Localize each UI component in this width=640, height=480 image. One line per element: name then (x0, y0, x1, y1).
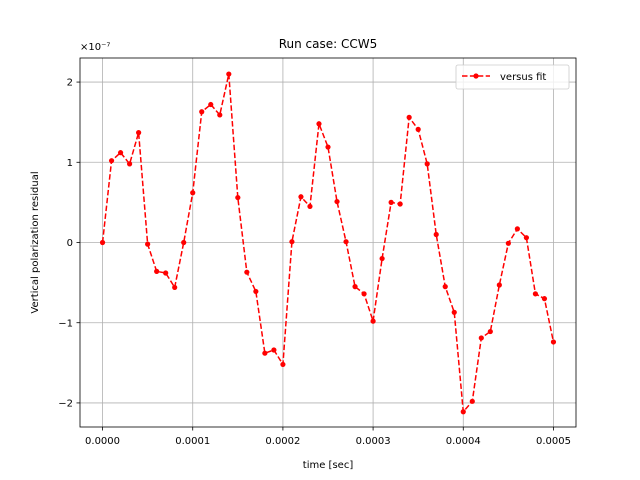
x-tick-label: 0.0000 (85, 436, 120, 447)
x-tick-label: 0.0002 (265, 436, 300, 447)
data-point (217, 112, 223, 118)
data-point (388, 199, 394, 205)
chart-title: Run case: CCW5 (279, 37, 378, 51)
y-tick-label: −1 (58, 318, 73, 329)
data-point (442, 284, 448, 290)
data-point (307, 203, 313, 210)
x-tick-label: 0.0005 (536, 436, 571, 447)
data-point (496, 282, 502, 288)
data-point (208, 101, 214, 108)
data-point (244, 269, 250, 275)
legend-box (455, 64, 570, 90)
legend-label: versus fit (500, 72, 546, 83)
data-point (424, 161, 430, 167)
legend-marker (473, 73, 479, 79)
data-point (199, 109, 205, 115)
x-tick-label: 0.0001 (175, 436, 210, 447)
data-point (271, 347, 277, 353)
data-point (172, 284, 178, 291)
data-point (136, 130, 142, 136)
data-point (550, 339, 557, 345)
y-axis-label: Vertical polarization residual (30, 171, 41, 313)
data-point (190, 190, 196, 196)
data-point (262, 350, 268, 356)
data-point (145, 241, 151, 247)
data-point (127, 161, 133, 167)
x-tick-label: 0.0004 (446, 436, 481, 447)
data-point (487, 328, 493, 335)
data-point (280, 361, 286, 368)
data-point (451, 309, 457, 315)
data-point (316, 121, 322, 127)
data-point (532, 291, 539, 297)
data-point (298, 194, 304, 200)
y-tick-label: 2 (67, 78, 73, 89)
data-point (99, 239, 106, 246)
data-point (163, 270, 169, 276)
data-point (352, 284, 358, 290)
data-point (253, 288, 259, 295)
data-point (433, 231, 439, 238)
data-point (469, 398, 475, 404)
data-point (334, 198, 340, 205)
legend: versus fit (455, 64, 570, 90)
data-point (181, 239, 187, 246)
data-point (397, 201, 403, 207)
data-point (289, 239, 295, 245)
y-tick-label: −2 (58, 399, 73, 410)
data-point (523, 235, 530, 241)
data-point (406, 114, 412, 120)
data-point (117, 150, 124, 156)
data-point (108, 158, 115, 164)
data-point (361, 291, 367, 297)
y-tick-label: 1 (67, 158, 73, 169)
data-point (505, 240, 511, 246)
data-point (154, 268, 160, 274)
x-axis-label: time [sec] (303, 460, 354, 471)
data-point (370, 318, 376, 324)
data-point (478, 335, 484, 341)
data-point (514, 226, 520, 232)
data-point (415, 126, 421, 132)
data-point (235, 194, 241, 201)
data-point (325, 144, 331, 150)
data-point (379, 255, 385, 262)
data-point (343, 239, 349, 245)
ticks: 0.0000 0.0001 0.0002 0.0003 0.0004 0.0005 −2 −1… (58, 78, 571, 447)
data-point (541, 296, 548, 302)
x-tick-label: 0.0003 (356, 436, 391, 447)
y-offset-label: ×10⁻⁷ (80, 42, 110, 53)
plot-series (99, 71, 557, 415)
data-point (460, 409, 466, 415)
y-tick-label: 0 (67, 238, 73, 249)
data-point (226, 71, 232, 77)
